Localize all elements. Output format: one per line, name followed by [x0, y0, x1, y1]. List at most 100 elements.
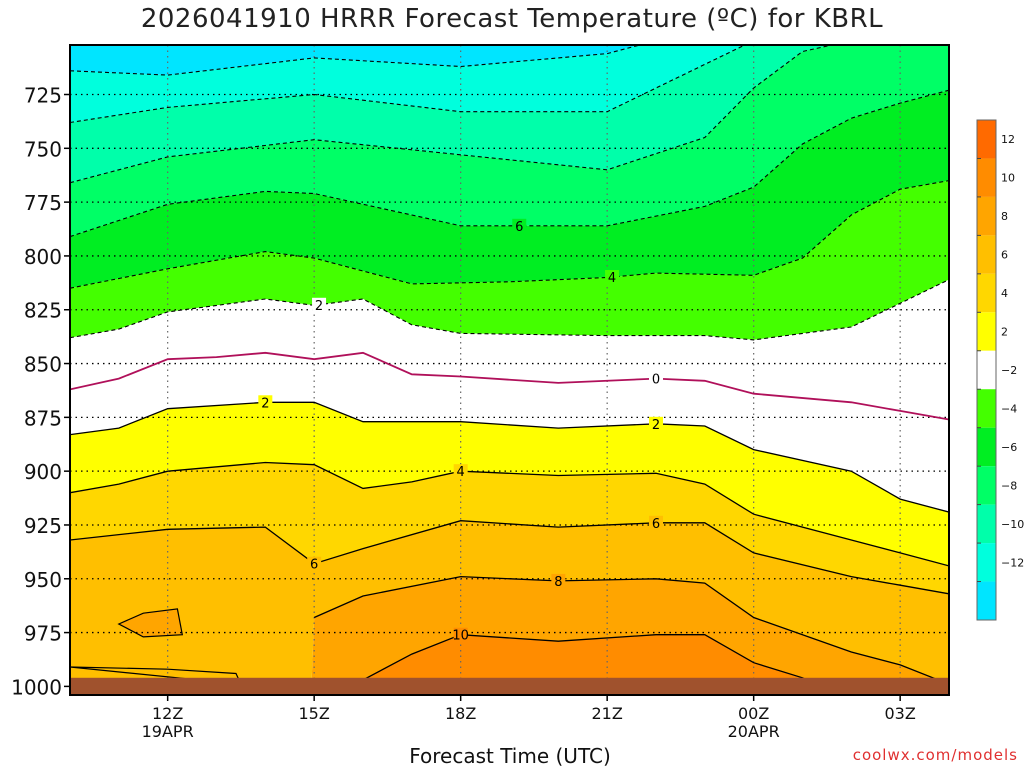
temperature-fill-layer [70, 45, 949, 695]
y-tick-label: 775 [24, 191, 62, 215]
temperature-band [70, 352, 949, 513]
credit-link[interactable]: coolwx.com/models [852, 746, 1018, 764]
colorbar-tick-label: 10 [1001, 172, 1015, 185]
isotherm-line [362, 634, 818, 685]
isotherm-line [70, 351, 949, 421]
isotherm-label: 0 [652, 373, 660, 388]
chart-title: 2026041910 HRRR Forecast Temperature (ºC… [140, 4, 884, 34]
y-tick-label: 975 [24, 622, 62, 646]
temperature-band [70, 45, 640, 76]
isotherm-line [70, 45, 747, 124]
isotherm-label: 2 [261, 396, 269, 411]
x-tick-date-label: 20APR [728, 722, 780, 740]
colorbar-band [977, 273, 996, 313]
colorbar-band [977, 543, 996, 582]
temperature-band [70, 520, 949, 695]
temperature-band [70, 45, 745, 123]
x-tick-label: 18Z [445, 704, 476, 723]
temperature-band [70, 90, 949, 289]
colorbar-band [977, 504, 996, 544]
y-tick-label: 825 [24, 299, 62, 323]
colorbar-frame [976, 119, 997, 621]
colorbar-tick-label: 6 [1001, 249, 1008, 262]
isotherm-label: 4 [608, 271, 616, 286]
temperature-band [70, 279, 949, 420]
colorbar-band [977, 312, 996, 351]
x-tick-label: 00Z [738, 704, 769, 723]
colorbar-band [977, 581, 996, 620]
isotherm-label: 10 [452, 629, 469, 644]
colorbar-band [977, 350, 996, 390]
colorbar-band [977, 389, 996, 428]
isotherm-label-bg [649, 416, 663, 431]
colorbar: 12 10 8 6 4 2 −2 −4 −6 −8 −10 −12 [976, 119, 1024, 621]
isotherm-line [70, 89, 949, 238]
temperature-band [70, 45, 949, 237]
colorbar-band [977, 196, 996, 236]
y-axis: 725 750 775 800 825 850 875 900 925 950 975 1000 [11, 84, 70, 699]
colorbar-tick-label: 12 [1001, 133, 1015, 146]
isotherm-label-bg [649, 515, 663, 530]
temperature-time-height-chart: 6 4 2 0 2 2 4 6 6 8 10 725 750 775 800 825 850 875 900 925… [11, 44, 1024, 740]
isotherm-label-bg [258, 395, 273, 410]
ground-surface [70, 677, 949, 695]
colorbar-tick-label: 2 [1001, 326, 1008, 339]
y-tick-label: 800 [24, 245, 62, 269]
closed-isotherm [117, 608, 184, 638]
colorbar-tick-label: −4 [1001, 402, 1017, 415]
isotherm-line [70, 401, 949, 513]
isotherm-label-bg [649, 371, 663, 386]
isotherm-label-bg [453, 627, 468, 642]
y-tick-label: 875 [24, 406, 62, 430]
x-tick-label: 03Z [885, 704, 916, 723]
colorbar-tick-label: −12 [1001, 556, 1024, 569]
isotherm-label: 6 [652, 517, 660, 532]
colorbar-band [977, 427, 996, 467]
x-tick-date-label: 19APR [142, 722, 194, 740]
y-tick-label: 925 [24, 514, 62, 538]
plot-frame [69, 44, 950, 696]
colorbar-band [977, 158, 996, 197]
isotherm-label: 6 [310, 558, 318, 573]
isotherm-label: 4 [457, 465, 465, 480]
y-tick-label: 725 [24, 84, 62, 108]
colorbar-tick-label: −8 [1001, 479, 1017, 492]
colorbar-tick-label: 4 [1001, 287, 1008, 300]
y-tick-label: 900 [24, 460, 62, 484]
isotherm-label-bg [605, 270, 620, 285]
y-tick-label: 950 [24, 568, 62, 592]
colorbar-tick-label: 8 [1001, 210, 1008, 223]
colorbar-tick-label: −10 [1001, 518, 1024, 531]
isotherm-layer: 6 4 2 0 2 2 4 6 6 8 10 [70, 45, 949, 685]
x-tick-label: 15Z [299, 704, 330, 723]
x-tick-label: 12Z [152, 704, 183, 723]
x-tick-label: 21Z [592, 704, 623, 723]
isotherm-label: 2 [315, 299, 323, 314]
isotherm-label-bg [307, 556, 322, 571]
isotherm-line [70, 180, 949, 289]
isotherm-line [70, 45, 835, 184]
temperature-band [70, 180, 949, 340]
y-tick-label: 850 [24, 353, 62, 377]
colorbar-tick-label: −2 [1001, 364, 1017, 377]
x-axis-title: Forecast Time (UTC) [409, 744, 611, 768]
y-tick-label: 750 [24, 137, 62, 161]
colorbar-band [977, 235, 996, 274]
colorbar-tick-label: −6 [1001, 441, 1017, 454]
colorbar-band [977, 120, 996, 159]
isotherm-label-bg [551, 573, 566, 588]
isotherm-label: 6 [515, 220, 523, 235]
isotherm-label-bg [512, 218, 527, 233]
isotherm-label-bg [312, 297, 327, 312]
isotherm-label: 2 [652, 418, 660, 433]
isotherm-line [70, 520, 949, 595]
temperature-band [70, 45, 832, 183]
isotherm-line [70, 279, 949, 341]
colorbar-band [977, 466, 996, 505]
isotherm-line [313, 575, 949, 685]
y-tick-label: 1000 [11, 675, 62, 699]
temperature-band [70, 402, 949, 566]
x-axis: 12Z19APR202615Z18Z21Z00Z20APR03Z [142, 695, 916, 740]
isotherm-label: 8 [554, 575, 562, 590]
isotherm-line [70, 45, 642, 76]
